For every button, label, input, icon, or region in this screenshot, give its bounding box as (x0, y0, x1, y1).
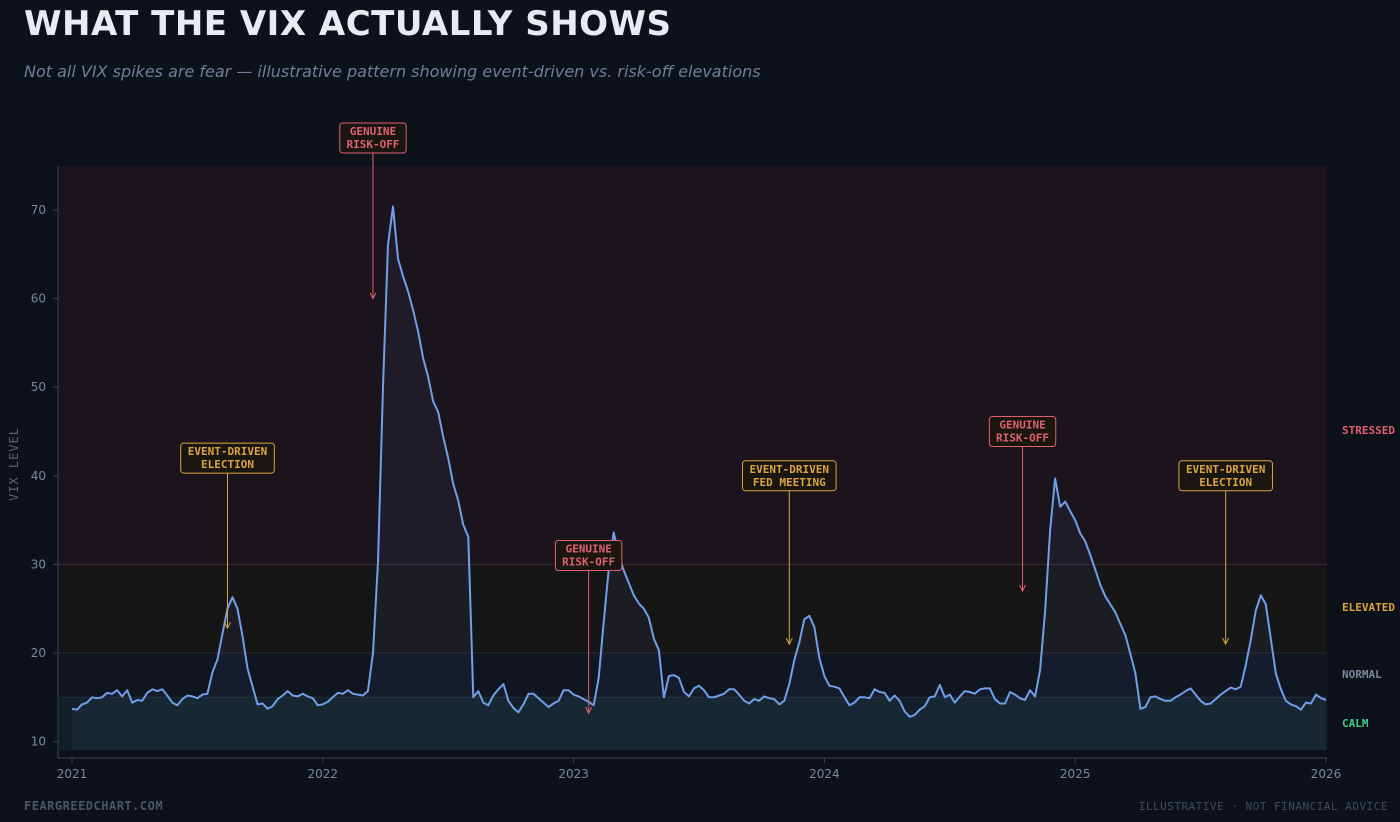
zone-calm (59, 697, 1327, 750)
annotation-arrow-head (585, 707, 593, 715)
x-tick-label-2024: 2024 (809, 767, 840, 781)
zone-stressed (59, 166, 1327, 565)
zone-elevated (59, 564, 1327, 653)
annotation-line1: EVENT-DRIVEN (188, 445, 267, 458)
line-layer (71, 205, 1327, 718)
x-tick-label-2023: 2023 (558, 767, 589, 781)
annotation-line2: FED MEETING (753, 476, 826, 489)
y-tick-label-60: 60 (31, 292, 46, 306)
axes-layer: 10 20 30 40 50 60 70 2021 2022 2023 2024 2025 2026 (31, 166, 1342, 781)
y-tick-label-10: 10 (31, 735, 46, 749)
footer-disclaimer: ILLUSTRATIVE · NOT FINANCIAL ADVICE (1138, 800, 1388, 813)
annotation-arrow-head (369, 292, 377, 300)
y-tick-label-50: 50 (31, 380, 46, 394)
y-tick-label-30: 30 (31, 557, 46, 571)
zone-label-elevated: ELEVATED (1342, 601, 1395, 614)
vix-series-line (71, 205, 1327, 718)
annotation-arrow-head (224, 621, 231, 630)
annotation-line1: EVENT-DRIVEN (750, 463, 829, 476)
annotation-line2: ELECTION (1199, 476, 1252, 489)
annotation-line1: GENUINE (565, 543, 611, 556)
x-tick-label-2026: 2026 (1311, 767, 1342, 781)
y-tick-label-70: 70 (31, 203, 46, 217)
annotations-layer: EVENT-DRIVENELECTIONGENUINERISK-OFFGENUI… (180, 122, 1273, 715)
annotation-line1: GENUINE (999, 419, 1045, 432)
x-tick-label-2025: 2025 (1060, 767, 1091, 781)
y-tick-label-40: 40 (31, 469, 46, 483)
annotation-line1: EVENT-DRIVEN (1186, 463, 1265, 476)
chart-subtitle: Not all VIX spikes are fear — illustrati… (24, 62, 761, 81)
annotation-line2: RISK-OFF (562, 556, 615, 569)
x-tick-label-2021: 2021 (57, 767, 88, 781)
zone-label-stressed: STRESSED (1342, 424, 1395, 437)
footer-site: FEARGREEDCHART.COM (24, 799, 164, 813)
annotation-line2: RISK-OFF (996, 432, 1049, 445)
annotation-line2: ELECTION (201, 458, 254, 471)
annotation-arrow-head (1019, 584, 1026, 593)
annotation-arrow-head (1222, 637, 1230, 646)
zone-label-normal: NORMAL (1342, 668, 1382, 681)
chart-title: WHAT THE VIX ACTUALLY SHOWS (24, 4, 672, 44)
annotation-arrow-head (785, 637, 793, 646)
x-tick-label-2022: 2022 (308, 767, 339, 781)
annotation-line1: GENUINE (350, 125, 396, 138)
y-axis-label: VIX LEVEL (7, 427, 21, 501)
zone-label-calm: CALM (1342, 717, 1369, 730)
annotation-line2: RISK-OFF (346, 138, 399, 151)
y-tick-label-20: 20 (31, 646, 46, 660)
